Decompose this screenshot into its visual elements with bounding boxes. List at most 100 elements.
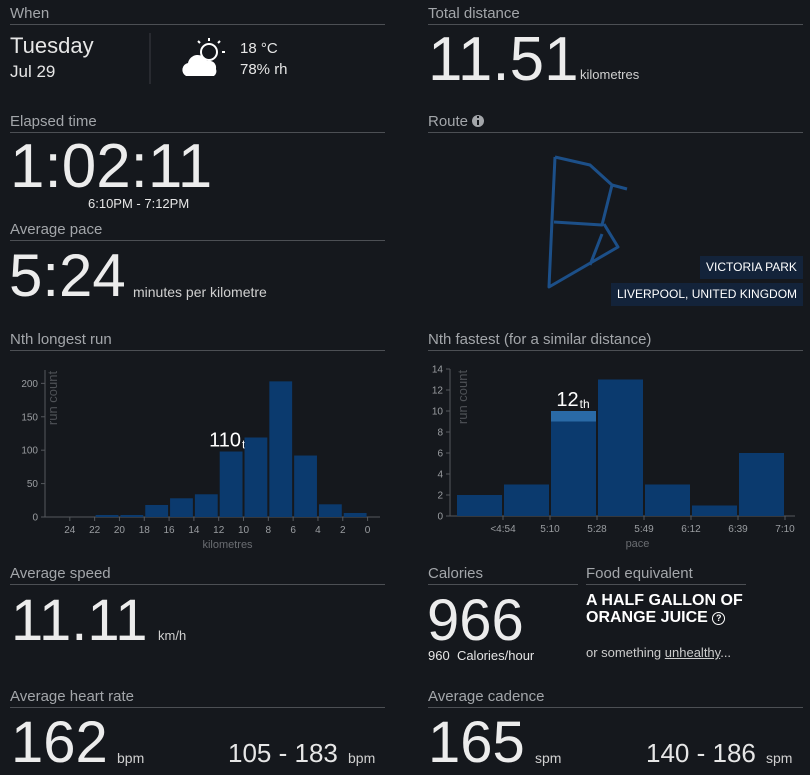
highlight-band <box>551 411 596 422</box>
section-label: Average heart rate <box>10 689 385 708</box>
help-icon[interactable]: ? <box>712 612 726 625</box>
y-tick-label: 100 <box>21 446 38 457</box>
calorie-rate: 960 Calories/hour <box>428 648 534 663</box>
x-tick-label: 5:10 <box>540 524 560 535</box>
x-tick-label: 5:28 <box>587 524 607 535</box>
x-tick-label: 8 <box>266 525 272 536</box>
bar <box>194 494 218 517</box>
time-range: 6:10PM - 7:12PM <box>88 196 190 211</box>
bar <box>598 379 643 516</box>
y-tick-label: 2 <box>437 491 443 502</box>
heart-rate-range-unit: bpm <box>348 750 376 766</box>
section-label: Elapsed time <box>10 114 385 133</box>
annotation: 12 <box>556 389 578 411</box>
x-tick-label: 18 <box>139 525 151 536</box>
bar <box>219 451 243 517</box>
bar <box>645 484 690 516</box>
section-label: Food equivalent <box>586 566 746 585</box>
rate-value: 960 <box>428 648 450 663</box>
y-tick-label: 14 <box>432 365 444 376</box>
date: Jul 29 <box>10 62 56 81</box>
section-label: Nth longest run <box>10 332 385 351</box>
note-text: or something <box>586 645 662 660</box>
x-tick-label: 20 <box>114 525 126 536</box>
day: Tuesday <box>10 33 94 58</box>
heart-rate-range: 105 - 183 <box>228 738 338 768</box>
y-tick-label: 8 <box>437 428 443 439</box>
pace-value: 5:24 <box>9 242 126 309</box>
section-label: Total distance <box>428 6 803 25</box>
pace-unit: minutes per kilometre <box>133 284 267 300</box>
y-tick-label: 12 <box>432 386 444 397</box>
temperature: 18 °C <box>240 40 278 57</box>
heart-rate-value: 162 <box>11 710 108 775</box>
y-tick-label: 150 <box>21 412 38 423</box>
distance-unit: kilometres <box>580 67 640 82</box>
bar <box>95 514 119 517</box>
city-tag: LIVERPOOL, UNITED KINGDOM <box>611 283 804 306</box>
distance-value: 11.51 <box>428 25 579 94</box>
rate-unit: Calories/hour <box>456 648 535 663</box>
y-tick-label: 6 <box>437 449 443 460</box>
x-tick-label: 6:12 <box>681 524 701 535</box>
y-tick-label: 50 <box>27 479 39 490</box>
cadence-range: 140 - 186 <box>646 738 756 768</box>
section-label: Nth fastest (for a similar distance) <box>428 332 803 351</box>
weather-icon <box>182 38 225 76</box>
bar <box>457 495 502 516</box>
bar <box>739 453 784 516</box>
x-tick-label: 24 <box>64 525 76 536</box>
humidity: 78% rh <box>240 61 288 78</box>
section-label: Route <box>428 114 803 133</box>
bar <box>120 514 144 517</box>
section-label: Average cadence <box>428 689 803 708</box>
x-tick-label: 6 <box>290 525 296 536</box>
info-icon <box>472 115 484 127</box>
bar <box>244 437 268 517</box>
x-tick-label: 2 <box>340 525 346 536</box>
section-label: Calories <box>428 566 578 585</box>
x-tick-label: 22 <box>89 525 101 536</box>
place-tag: VICTORIA PARK <box>700 256 803 279</box>
route-map <box>547 155 628 289</box>
x-tick-label: 14 <box>188 525 200 536</box>
bar <box>170 498 193 517</box>
x-axis-label: pace <box>626 538 650 550</box>
x-tick-label: 5:49 <box>634 524 654 535</box>
section-label: Average speed <box>10 566 385 585</box>
cadence-value: 165 <box>428 710 525 775</box>
x-tick-label: 10 <box>238 525 250 536</box>
x-tick-label: 7:10 <box>775 524 795 535</box>
heart-rate-unit: bpm <box>117 750 145 766</box>
x-tick-label: 0 <box>365 525 371 536</box>
y-tick-label: 200 <box>21 379 38 390</box>
bar <box>551 411 596 516</box>
route-path <box>547 155 628 289</box>
x-tick-label: 6:39 <box>728 524 748 535</box>
x-axis-label: kilometres <box>202 539 253 551</box>
unhealthy-link[interactable]: unhealthy <box>664 645 721 660</box>
y-tick-label: 0 <box>437 512 443 523</box>
bar <box>145 504 169 517</box>
section-label: Average pace <box>10 222 385 241</box>
y-tick-label: 0 <box>32 513 38 524</box>
cadence-range-unit: spm <box>766 750 793 766</box>
x-tick-label: 16 <box>164 525 176 536</box>
y-axis-label: run count <box>45 371 60 426</box>
speed-unit: km/h <box>158 628 187 643</box>
bar <box>692 505 737 516</box>
x-tick-label: 12 <box>213 525 225 536</box>
ellipsis: ... <box>720 645 732 660</box>
food-item: A HALF GALLON OF ORANGE JUICE ? <box>586 592 746 626</box>
cadence-unit: spm <box>535 750 562 766</box>
annotation: 110 <box>209 430 241 452</box>
section-label: When <box>10 6 385 25</box>
annotation-suffix: th <box>580 397 590 411</box>
speed-value: 11.11 <box>11 588 148 653</box>
elapsed-value: 1:02:11 <box>10 132 213 201</box>
calories-value: 966 <box>427 588 524 653</box>
bar <box>294 455 317 517</box>
y-axis-label: run count <box>455 370 470 425</box>
